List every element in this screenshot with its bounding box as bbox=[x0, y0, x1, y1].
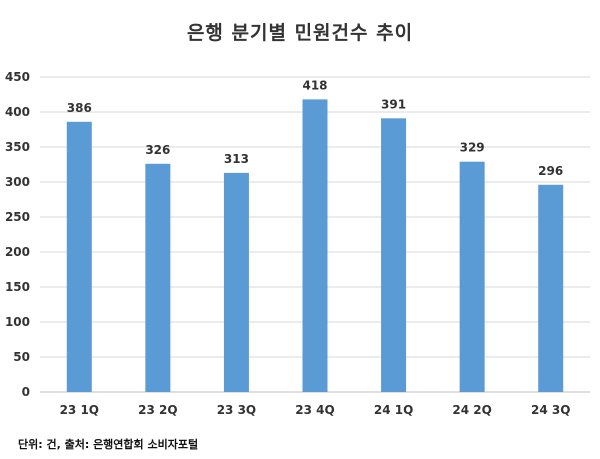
x-tick-label: 24 3Q bbox=[531, 403, 570, 417]
chart-title: 은행 분기별 민원건수 추이 bbox=[186, 22, 414, 44]
y-tick-label: 200 bbox=[5, 245, 30, 259]
bar bbox=[381, 118, 407, 393]
x-tick-label: 24 2Q bbox=[452, 403, 491, 417]
y-tick-label: 250 bbox=[5, 210, 30, 224]
y-tick-label: 150 bbox=[5, 280, 30, 294]
x-tick-label: 23 3Q bbox=[217, 403, 256, 417]
data-label: 391 bbox=[381, 97, 406, 111]
y-tick-label: 450 bbox=[5, 70, 30, 84]
data-label: 329 bbox=[460, 141, 485, 155]
x-tick-label: 24 1Q bbox=[374, 403, 413, 417]
source-footnote: 단위: 건, 출처: 은행연합회 소비자포털 bbox=[18, 438, 199, 451]
y-tick-label: 400 bbox=[5, 105, 30, 119]
x-tick-label: 23 2Q bbox=[138, 403, 177, 417]
y-tick-label: 100 bbox=[5, 315, 30, 329]
bar bbox=[145, 163, 171, 392]
bar bbox=[66, 121, 92, 393]
y-tick-label: 350 bbox=[5, 140, 30, 154]
bar bbox=[302, 99, 328, 393]
x-tick-label: 23 1Q bbox=[60, 403, 99, 417]
x-tick-label: 23 4Q bbox=[295, 403, 334, 417]
data-label: 418 bbox=[302, 78, 327, 92]
bar bbox=[223, 172, 249, 392]
data-label: 313 bbox=[224, 152, 249, 166]
data-label: 386 bbox=[67, 101, 92, 115]
data-label: 296 bbox=[538, 164, 563, 178]
y-tick-label: 0 bbox=[22, 385, 30, 399]
y-tick-label: 300 bbox=[5, 175, 30, 189]
bar bbox=[459, 161, 485, 392]
y-tick-label: 50 bbox=[13, 350, 30, 364]
bar bbox=[538, 184, 564, 392]
data-label: 326 bbox=[145, 143, 170, 157]
